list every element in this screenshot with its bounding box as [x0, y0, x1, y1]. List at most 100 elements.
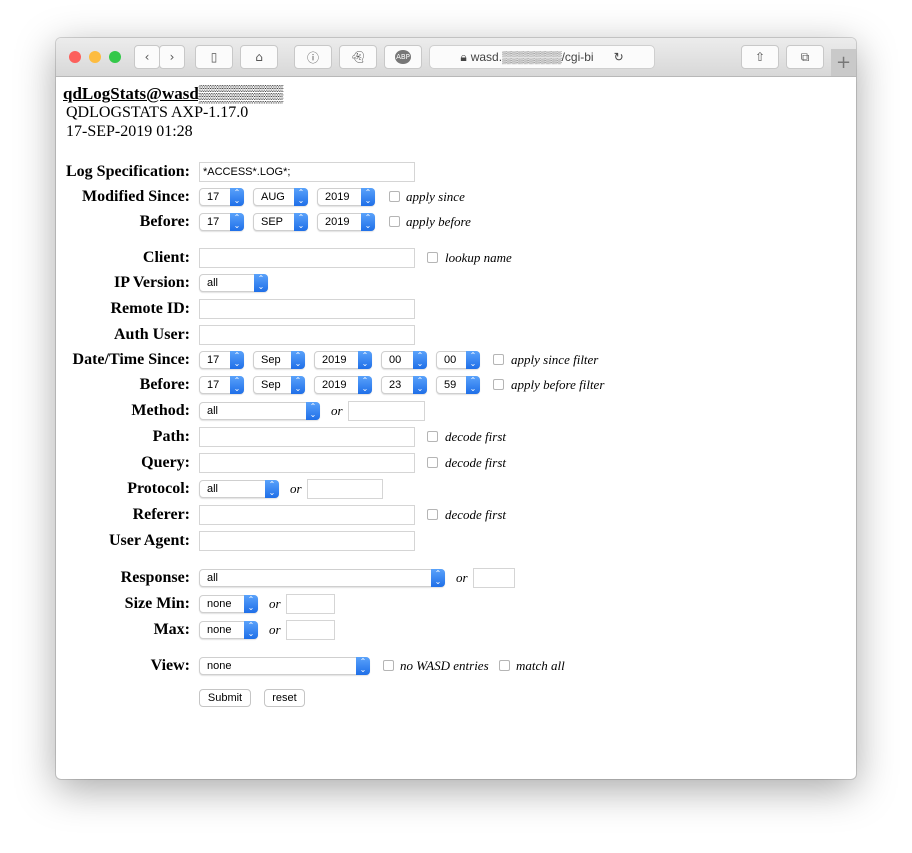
datetime-text: 17-SEP-2019 01:28 — [66, 123, 193, 140]
dt_before-day-select[interactable]: 17 ⌃ ⌄ — [199, 376, 244, 394]
stepper-chevron-icon: ⌃ ⌄ — [294, 188, 308, 206]
client-input[interactable] — [199, 248, 415, 268]
modified_since-month-select[interactable]: AUG ⌃ ⌄ — [253, 188, 308, 206]
log-spec-input[interactable]: *ACCESS*.LOG*; — [199, 162, 415, 182]
referer-input[interactable] — [199, 505, 415, 525]
or-label: or — [456, 570, 468, 585]
size-min-input[interactable] — [286, 594, 335, 614]
remote-id-input[interactable] — [199, 299, 415, 319]
dt_before-minute-select[interactable]: 59 ⌃ ⌄ — [436, 376, 480, 394]
stepper-chevron-icon: ⌃ ⌄ — [230, 351, 244, 369]
user-agent-label: User Agent: — [108, 532, 190, 549]
stepper-chevron-icon: ⌃ ⌄ — [358, 351, 372, 369]
auth-user-input[interactable] — [199, 325, 415, 345]
close-window-button[interactable] — [69, 51, 81, 63]
stepper-chevron-icon: ⌃ ⌄ — [230, 376, 244, 394]
modified_since-year-select[interactable]: 2019 ⌃ ⌄ — [317, 188, 375, 206]
method-input[interactable] — [348, 401, 425, 421]
zoom-window-button[interactable] — [109, 51, 121, 63]
dt_before-checkbox[interactable] — [493, 379, 504, 390]
log-spec-label: Log Specification: — [66, 163, 190, 180]
or-label: or — [269, 596, 281, 611]
query-decode-label: decode first — [445, 455, 507, 470]
dt_since-label: Date/Time Since: — [72, 351, 190, 368]
stepper-chevron-icon: ⌃ ⌄ — [230, 213, 244, 231]
dt_since-month-select[interactable]: Sep ⌃ ⌄ — [253, 351, 305, 369]
dt_since-check-label: apply since filter — [511, 352, 599, 367]
dt_before-hour-select[interactable]: 23 ⌃ ⌄ — [381, 376, 427, 394]
stepper-chevron-icon: ⌃ ⌄ — [361, 188, 375, 206]
match-all-label: match all — [516, 658, 565, 673]
dt_before-month-select[interactable]: Sep ⌃ ⌄ — [253, 376, 305, 394]
reload-icon[interactable]: ↻ — [613, 50, 624, 64]
view-select[interactable]: none ⌃ ⌄ — [199, 657, 370, 675]
lookup-name-checkbox[interactable] — [427, 252, 438, 263]
select-value: 00 — [389, 354, 402, 366]
apply-before-checkbox[interactable] — [389, 216, 400, 227]
dt_since-day-select[interactable]: 17 ⌃ ⌄ — [199, 351, 244, 369]
stepper-chevron-icon: ⌃ ⌄ — [230, 188, 244, 206]
path-input[interactable] — [199, 427, 415, 447]
select-value: 17 — [207, 354, 220, 366]
minimize-window-button[interactable] — [89, 51, 101, 63]
modified_before-year-select[interactable]: 2019 ⌃ ⌄ — [317, 213, 375, 231]
ip-version-select[interactable]: all ⌃ ⌄ — [199, 274, 268, 292]
stepper-chevron-icon: ⌃ ⌄ — [358, 376, 372, 394]
dt_since-minute-select[interactable]: 00 ⌃ ⌄ — [436, 351, 480, 369]
reset-button[interactable]: reset — [264, 689, 305, 707]
protocol-select[interactable]: all ⌃ ⌄ — [199, 480, 279, 498]
no-wasd-label: no WASD entries — [400, 658, 489, 673]
forward-icon[interactable]: › — [159, 45, 185, 69]
stepper-chevron-icon: ⌃ ⌄ — [254, 274, 268, 292]
size-min-select[interactable]: none ⌃ ⌄ — [199, 595, 258, 613]
user-agent-input[interactable] — [199, 531, 415, 551]
select-value: AUG — [261, 191, 285, 203]
sidebar-icon[interactable]: ▯ — [195, 45, 233, 69]
dt_since-year-select[interactable]: 2019 ⌃ ⌄ — [314, 351, 372, 369]
match-all-checkbox[interactable] — [499, 660, 510, 671]
dt_since-hour-select[interactable]: 00 ⌃ ⌄ — [381, 351, 427, 369]
query-input[interactable] — [199, 453, 415, 473]
adblock-plus-icon[interactable]: ABP — [384, 45, 422, 69]
submit-button[interactable]: Submit — [199, 689, 251, 707]
no-wasd-checkbox[interactable] — [383, 660, 394, 671]
response-input[interactable] — [473, 568, 515, 588]
select-value: 2019 — [322, 354, 347, 366]
path-decode-label: decode first — [445, 429, 507, 444]
share-icon[interactable]: ⇧ — [741, 45, 779, 69]
modified_since-day-select[interactable]: 17 ⌃ ⌄ — [199, 188, 244, 206]
dt_before-year-select[interactable]: 2019 ⌃ ⌄ — [314, 376, 372, 394]
address-bar[interactable]: 🔒︎ wasd.▒▒▒▒▒▒▒/cgi-bi ↻ — [429, 45, 655, 69]
stepper-chevron-icon: ⌃ ⌄ — [431, 569, 445, 587]
stepper-chevron-icon: ⌃ ⌄ — [361, 213, 375, 231]
page-title-link[interactable]: qdLogStats@wasd▒▒▒▒▒▒▒ — [63, 84, 284, 103]
response-select[interactable]: all ⌃ ⌄ — [199, 569, 445, 587]
query-decode-checkbox[interactable] — [427, 457, 438, 468]
back-icon[interactable]: ‹ — [134, 45, 160, 69]
tabs-icon[interactable]: ⧉ — [786, 45, 824, 69]
protocol-input[interactable] — [307, 479, 383, 499]
protocol-label: Protocol: — [127, 480, 190, 497]
home-icon[interactable]: ⌂ — [240, 45, 278, 69]
size-max-select[interactable]: none ⌃ ⌄ — [199, 621, 258, 639]
lock-icon: 🔒︎ — [460, 49, 467, 64]
size-max-label: Max: — [153, 621, 190, 638]
path-decode-checkbox[interactable] — [427, 431, 438, 442]
1password-icon[interactable]: ⓘ — [294, 45, 332, 69]
or-label: or — [269, 622, 281, 637]
referer-decode-label: decode first — [445, 507, 507, 522]
modified_before-day-select[interactable]: 17 ⌃ ⌄ — [199, 213, 244, 231]
ghostery-icon[interactable]: 👻︎ — [339, 45, 377, 69]
modified_before-month-select[interactable]: SEP ⌃ ⌄ — [253, 213, 308, 231]
stepper-chevron-icon: ⌃ ⌄ — [413, 376, 427, 394]
apply-since-checkbox[interactable] — [389, 191, 400, 202]
select-value: 17 — [207, 216, 220, 228]
dt_since-checkbox[interactable] — [493, 354, 504, 365]
new-tab-icon[interactable]: + — [831, 49, 856, 76]
select-value: 23 — [389, 379, 402, 391]
dt_before-label: Before: — [139, 376, 190, 393]
referer-decode-checkbox[interactable] — [427, 509, 438, 520]
path-label: Path: — [152, 428, 190, 445]
size-max-input[interactable] — [286, 620, 335, 640]
method-select[interactable]: all ⌃ ⌄ — [199, 402, 320, 420]
